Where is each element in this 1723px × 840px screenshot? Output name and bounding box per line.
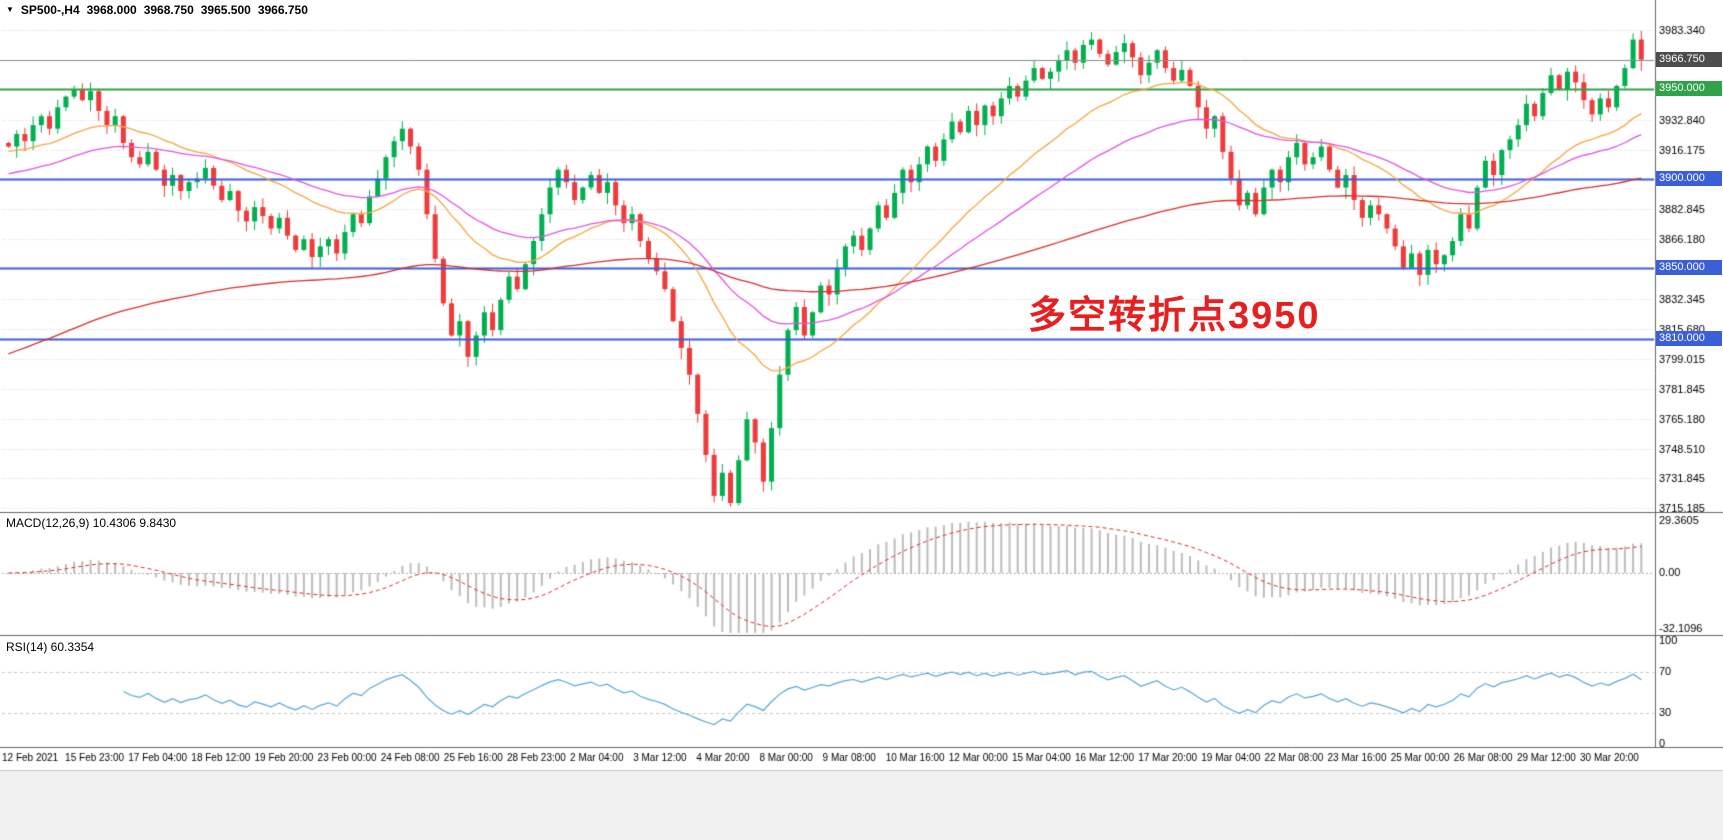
macd-indicator-label: MACD(12,26,9) 10.4306 9.8430 <box>6 516 177 530</box>
price-badge-3900: 3900.000 <box>1656 170 1722 186</box>
quote-high: 3968.750 <box>143 3 194 17</box>
quote-close: 3966.750 <box>257 3 308 17</box>
quote-line: ▼ SP500-,H4 3968.000 3968.750 3965.500 3… <box>6 3 308 17</box>
quote-low: 3965.500 <box>200 3 251 17</box>
quote-open: 3968.000 <box>86 3 137 17</box>
price-badge-bid: 3966.750 <box>1656 51 1722 67</box>
price-badge-3810: 3810.000 <box>1656 331 1722 347</box>
quote-symbol-timeframe: SP500-,H4 <box>20 3 80 17</box>
price-badge-3950: 3950.000 <box>1656 81 1722 97</box>
price-badge-3850: 3850.000 <box>1656 259 1722 275</box>
price-direction-down-icon: ▼ <box>6 5 14 14</box>
rsi-indicator-label: RSI(14) 60.3354 <box>6 640 95 654</box>
annotation-text: 多空转折点3950 <box>1028 295 1321 337</box>
